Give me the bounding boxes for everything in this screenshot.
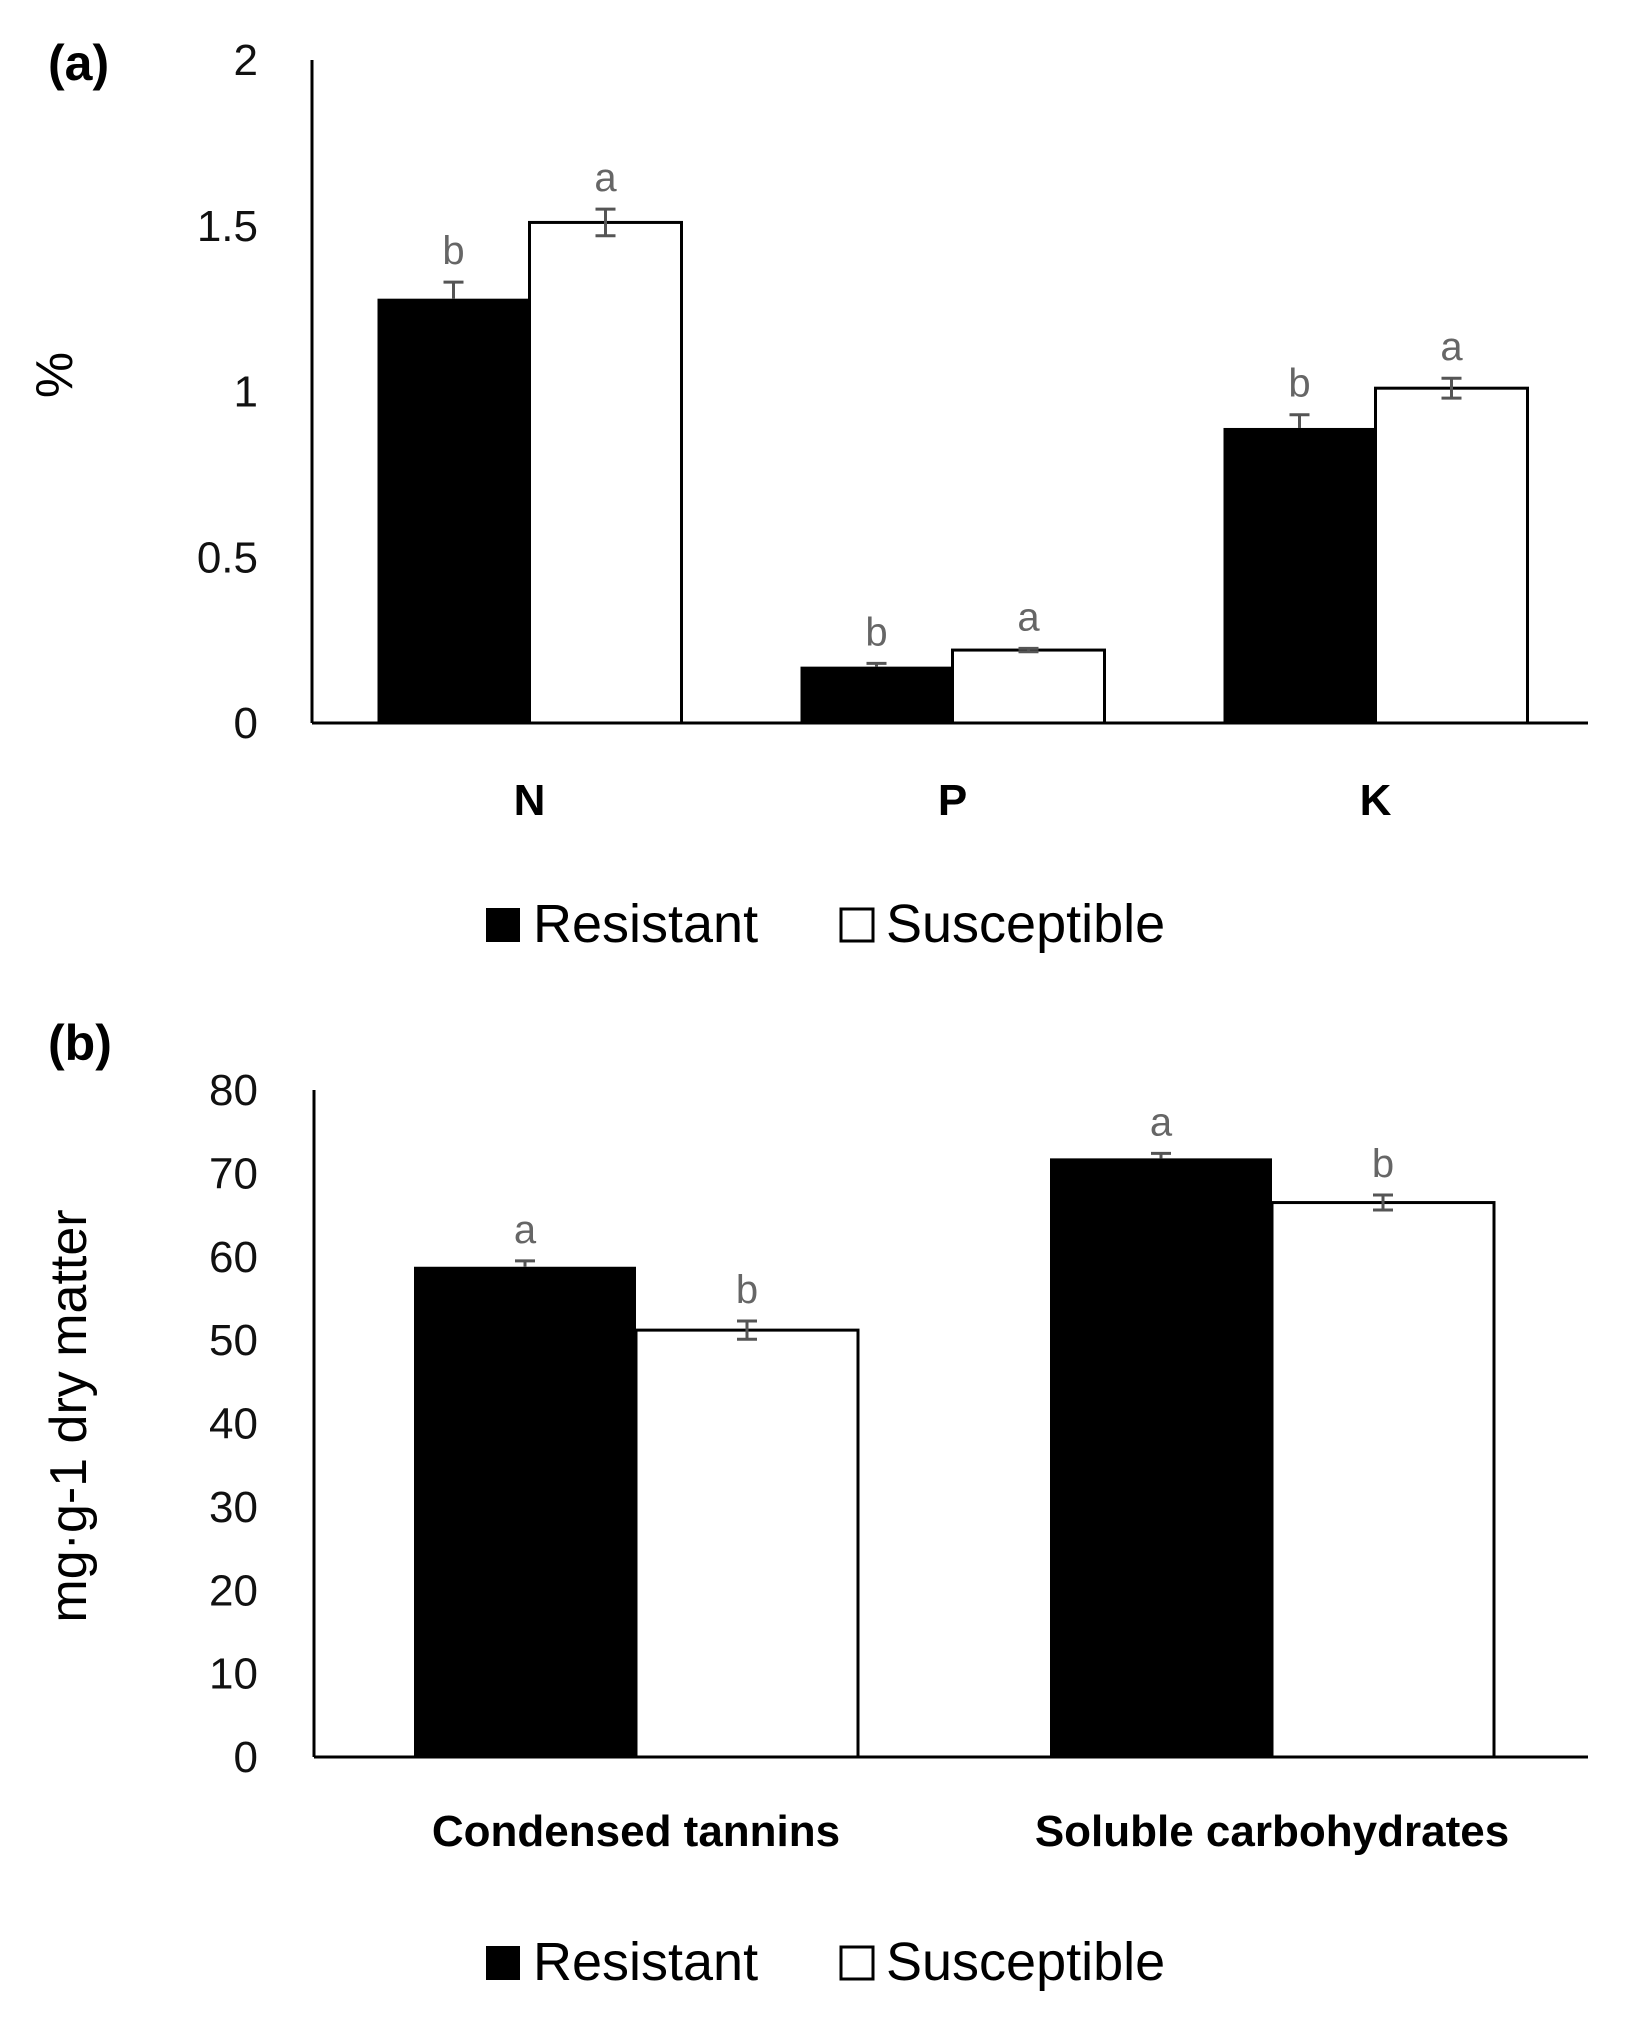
error-bar-resistant-n <box>443 280 464 299</box>
panel-a-y-tick-label: 1 <box>234 368 258 417</box>
panel-b-label: (b) <box>48 1015 112 1071</box>
legend-swatch-resistant <box>486 908 520 942</box>
error-bar-resistant-soluble-carbohydrates <box>1151 1151 1171 1159</box>
panel-b-y-tick-label: 30 <box>209 1483 258 1532</box>
error-bar-resistant-p <box>866 661 887 667</box>
significance-letter-susceptible-n: a <box>594 156 617 200</box>
panel-b-legend: Resistant Susceptible <box>486 1932 1165 1992</box>
error-bar-susceptible-p <box>1018 646 1039 654</box>
bar-susceptible-k <box>1374 386 1529 725</box>
significance-letter-resistant-p: b <box>865 610 887 654</box>
legend-label-resistant: Resistant <box>533 894 758 954</box>
panel-a-y-axis-label: % <box>26 352 84 398</box>
panel-a-y-tick-label: 1.5 <box>197 202 258 251</box>
category-label-k: K <box>1360 776 1392 825</box>
panel-b-y-tick-label: 70 <box>209 1149 258 1198</box>
error-bar-susceptible-soluble-carbohydrates <box>1373 1193 1393 1212</box>
bar-resistant-k <box>1223 427 1376 723</box>
bar-susceptible-n <box>528 220 683 725</box>
legend-label-resistant: Resistant <box>533 1932 758 1992</box>
significance-letter-resistant-k: b <box>1288 362 1310 406</box>
panel-b-y-tick-label: 40 <box>209 1400 258 1449</box>
category-label-soluble-carbohydrates: Soluble carbohydrates <box>1035 1807 1509 1856</box>
panel-b-y-tick-label: 10 <box>209 1650 258 1699</box>
significance-letter-resistant-soluble-carbohydrates: a <box>1150 1100 1173 1144</box>
panel-b-y-tick-label: 60 <box>209 1233 258 1282</box>
legend-swatch-susceptible <box>839 907 875 943</box>
panel-b-chart: (b) mg·g-1 dry matter 01020304050607080 … <box>40 1015 1588 1992</box>
legend-label-susceptible: Susceptible <box>886 894 1165 954</box>
panel-b-y-axis-label: mg·g-1 dry matter <box>40 1209 98 1622</box>
category-label-n: N <box>514 776 546 825</box>
significance-letter-susceptible-p: a <box>1017 595 1040 639</box>
panel-a-chart: (a) % 0 0.5 1 1.5 2 b a b a b a N P K Resistant Sus… <box>26 35 1588 954</box>
panel-b-y-tick-label: 50 <box>209 1316 258 1365</box>
panel-b-y-tick-label: 80 <box>209 1066 258 1115</box>
legend-swatch-susceptible <box>839 1945 875 1981</box>
significance-letter-resistant-n: b <box>442 229 464 273</box>
error-bar-susceptible-n <box>595 207 616 238</box>
legend-label-susceptible: Susceptible <box>886 1932 1165 1992</box>
panel-a-label: (a) <box>48 35 109 91</box>
significance-letter-resistant-condensed-tannins: a <box>514 1208 537 1252</box>
bar-susceptible-soluble-carbohydrates <box>1270 1201 1496 1759</box>
panel-a-legend: Resistant Susceptible <box>486 894 1165 954</box>
legend-swatch-resistant <box>486 1946 520 1980</box>
error-bar-susceptible-condensed-tannins <box>737 1319 757 1341</box>
error-bar-resistant-condensed-tannins <box>515 1259 535 1267</box>
bar-resistant-p <box>800 666 953 723</box>
error-bar-resistant-k <box>1289 413 1310 428</box>
panel-b-y-tick-label: 0 <box>234 1733 258 1782</box>
bar-susceptible-p <box>951 648 1106 725</box>
error-bar-susceptible-k <box>1441 376 1462 400</box>
bar-resistant-n <box>377 298 530 723</box>
bar-resistant-condensed-tannins <box>414 1266 636 1757</box>
category-label-condensed-tannins: Condensed tannins <box>432 1807 840 1856</box>
bar-susceptible-condensed-tannins <box>634 1328 860 1759</box>
category-label-p: P <box>938 776 967 825</box>
panel-a-y-tick-label: 0 <box>234 699 258 748</box>
significance-letter-susceptible-condensed-tannins: b <box>736 1268 758 1312</box>
significance-letter-susceptible-k: a <box>1440 325 1463 369</box>
bar-resistant-soluble-carbohydrates <box>1050 1158 1272 1757</box>
significance-letter-susceptible-soluble-carbohydrates: b <box>1372 1142 1394 1186</box>
panel-a-y-tick-label: 0.5 <box>197 533 258 582</box>
panel-a-y-tick-label: 2 <box>234 36 258 85</box>
panel-b-y-tick-label: 20 <box>209 1566 258 1615</box>
